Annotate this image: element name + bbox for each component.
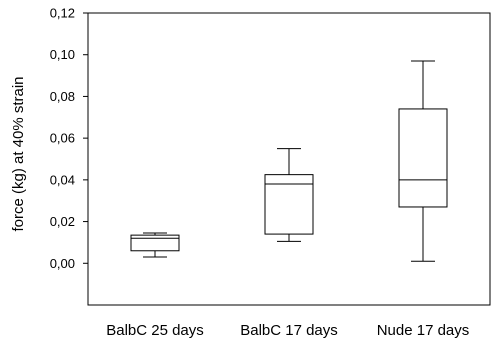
- box-iqr: [130, 234, 180, 252]
- x-axis-categories: BalbC 25 days BalbC 17 days Nude 17 days: [106, 322, 469, 339]
- box-series: [130, 60, 448, 262]
- y-tick-label: 0,12: [50, 6, 75, 21]
- y-tick-label: 0,02: [50, 214, 75, 229]
- box-iqr: [398, 108, 448, 208]
- box-2: [264, 148, 314, 242]
- plot-axes: [87, 12, 491, 306]
- x-category-label: BalbC 17 days: [240, 322, 338, 339]
- box-1: [130, 232, 180, 258]
- box-3: [398, 60, 448, 262]
- plot-frame: [87, 12, 491, 306]
- x-category-label: BalbC 25 days: [106, 322, 204, 339]
- x-category-label: Nude 17 days: [377, 322, 470, 339]
- y-tick-label: 0,00: [50, 256, 75, 271]
- y-tick-label: 0,04: [50, 172, 75, 187]
- y-axis-ticks: 0,00 0,02 0,04 0,06 0,08 0,10 0,12: [50, 6, 88, 271]
- y-tick-label: 0,08: [50, 89, 75, 104]
- y-tick-label: 0,06: [50, 131, 75, 146]
- y-axis-title: force (kg) at 40% strain: [10, 76, 27, 231]
- box-iqr: [264, 174, 314, 235]
- y-tick-label: 0,10: [50, 47, 75, 62]
